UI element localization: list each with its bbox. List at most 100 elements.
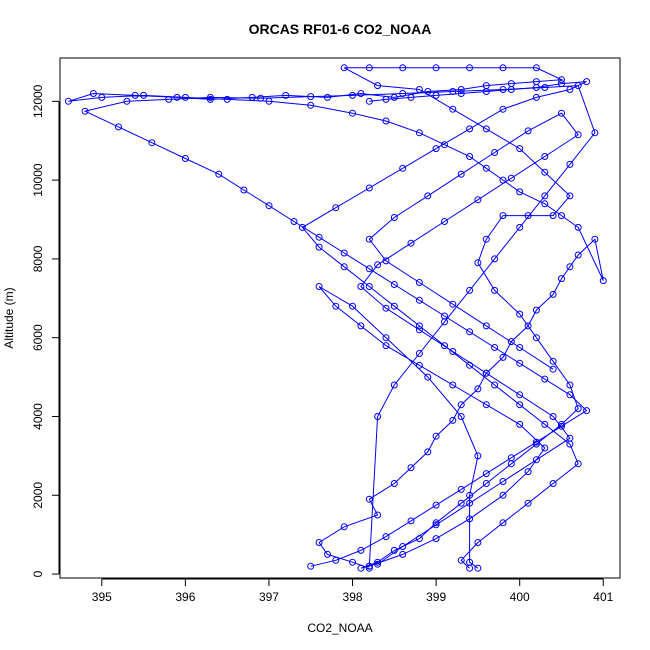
data-point [549,480,557,487]
data-point [532,334,540,342]
data-point [457,401,465,409]
data-point [549,365,557,373]
data-point [282,91,290,99]
data-point [441,218,448,225]
data-point [399,550,407,558]
data-point [466,515,474,523]
data-point [516,223,524,231]
data-point [532,84,540,91]
data-point [374,82,382,90]
data-point [382,257,390,265]
data-point [566,86,574,93]
data-point [432,91,440,99]
data-point [290,218,298,225]
data-point [265,202,273,210]
data-point [541,375,549,383]
data-point [449,300,457,308]
x-tick-label: 397 [259,590,279,604]
data-point [432,535,440,543]
series-layer [64,64,607,572]
data-point [558,212,565,220]
data-point [365,562,373,570]
data-point [541,192,549,200]
y-tick-label: 6000 [31,324,45,351]
data-point [466,499,474,507]
data-point [541,153,549,160]
data-point [441,318,448,326]
data-point [407,517,415,525]
data-point [566,160,574,168]
data-point [524,127,532,135]
x-axis-label: CO2_NOAA [307,621,372,635]
data-point [491,381,499,389]
data-point [558,109,565,117]
data-point [307,93,315,101]
data-point [390,93,398,101]
data-point [424,373,432,381]
data-point [415,296,423,304]
data-point [357,90,365,97]
series-4 [298,78,591,572]
data-point [140,91,148,99]
data-point [549,413,557,420]
data-point [566,263,574,271]
data-point [457,90,465,97]
data-point [357,564,365,572]
data-point [424,88,432,95]
data-point [516,310,524,318]
data-point [491,344,499,351]
data-point [549,357,557,365]
data-point [474,196,482,204]
x-tick-label: 398 [343,590,363,604]
data-point [499,491,507,499]
y-tick-label: 8000 [31,245,45,272]
data-point [432,145,440,153]
data-point [532,306,540,314]
data-point [591,235,599,243]
data-point [541,84,549,91]
data-point [374,413,382,420]
data-point [474,564,482,572]
data-point [482,369,490,377]
data-point [89,90,97,97]
data-point [516,420,524,428]
y-tick-label: 12000 [31,84,45,118]
data-point [482,322,490,330]
y-axis: 0 2000 4000 6000 8000 10000 12000 [31,84,60,577]
data-point [315,233,323,241]
data-point [315,539,323,546]
data-point [148,139,156,147]
data-point [332,556,340,564]
data-point [558,422,565,430]
data-point [583,407,591,415]
data-point [566,391,574,399]
data-point [499,212,507,220]
data-point [390,214,398,221]
data-point [499,353,507,361]
data-point [340,523,348,531]
data-point [365,235,373,243]
data-point [365,97,373,105]
data-point [457,485,465,493]
data-point [541,168,549,176]
x-tick-label: 396 [175,590,195,604]
data-point [466,564,474,572]
data-point [349,91,356,99]
data-point [507,454,515,462]
data-point [574,405,582,413]
data-point [324,550,331,558]
data-point [382,304,390,312]
data-point [432,432,440,440]
data-point [466,286,474,294]
data-point [332,302,340,310]
data-point [516,188,524,196]
data-point [507,86,515,93]
data-point [357,322,365,330]
data-point [365,265,373,273]
data-point [332,204,340,212]
data-point [315,283,323,290]
data-point [516,344,524,351]
data-point [240,186,248,194]
data-point [474,385,482,393]
